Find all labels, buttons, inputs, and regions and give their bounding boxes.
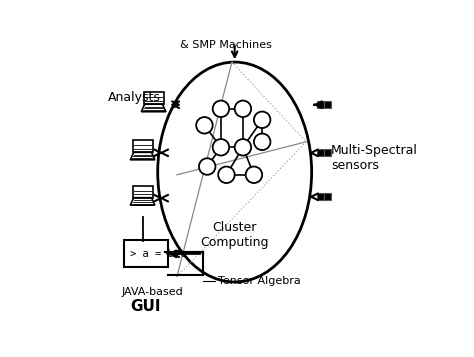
Bar	[325, 193, 331, 200]
Circle shape	[213, 139, 229, 156]
Circle shape	[246, 166, 262, 183]
Text: Analysts: Analysts	[108, 91, 161, 104]
Bar	[317, 101, 324, 108]
Text: Multi-Spectral
sensors: Multi-Spectral sensors	[331, 144, 418, 172]
FancyBboxPatch shape	[124, 240, 168, 267]
Text: JAVA-based: JAVA-based	[122, 287, 184, 297]
Text: Cluster
Computing: Cluster Computing	[201, 221, 269, 249]
Text: Tensor Algebra: Tensor Algebra	[218, 276, 301, 286]
Circle shape	[254, 134, 270, 150]
Circle shape	[235, 101, 251, 117]
Bar	[317, 149, 324, 156]
Text: & SMP Machines: & SMP Machines	[181, 40, 273, 50]
Circle shape	[196, 117, 213, 134]
Text: > a = b+c: > a = b+c	[130, 249, 186, 259]
Bar	[317, 193, 324, 200]
Circle shape	[213, 101, 229, 117]
Bar	[325, 149, 331, 156]
Text: GUI: GUI	[130, 299, 161, 314]
Circle shape	[235, 139, 251, 156]
Circle shape	[254, 111, 270, 128]
Bar	[325, 101, 331, 108]
Circle shape	[199, 158, 216, 175]
Circle shape	[218, 166, 235, 183]
